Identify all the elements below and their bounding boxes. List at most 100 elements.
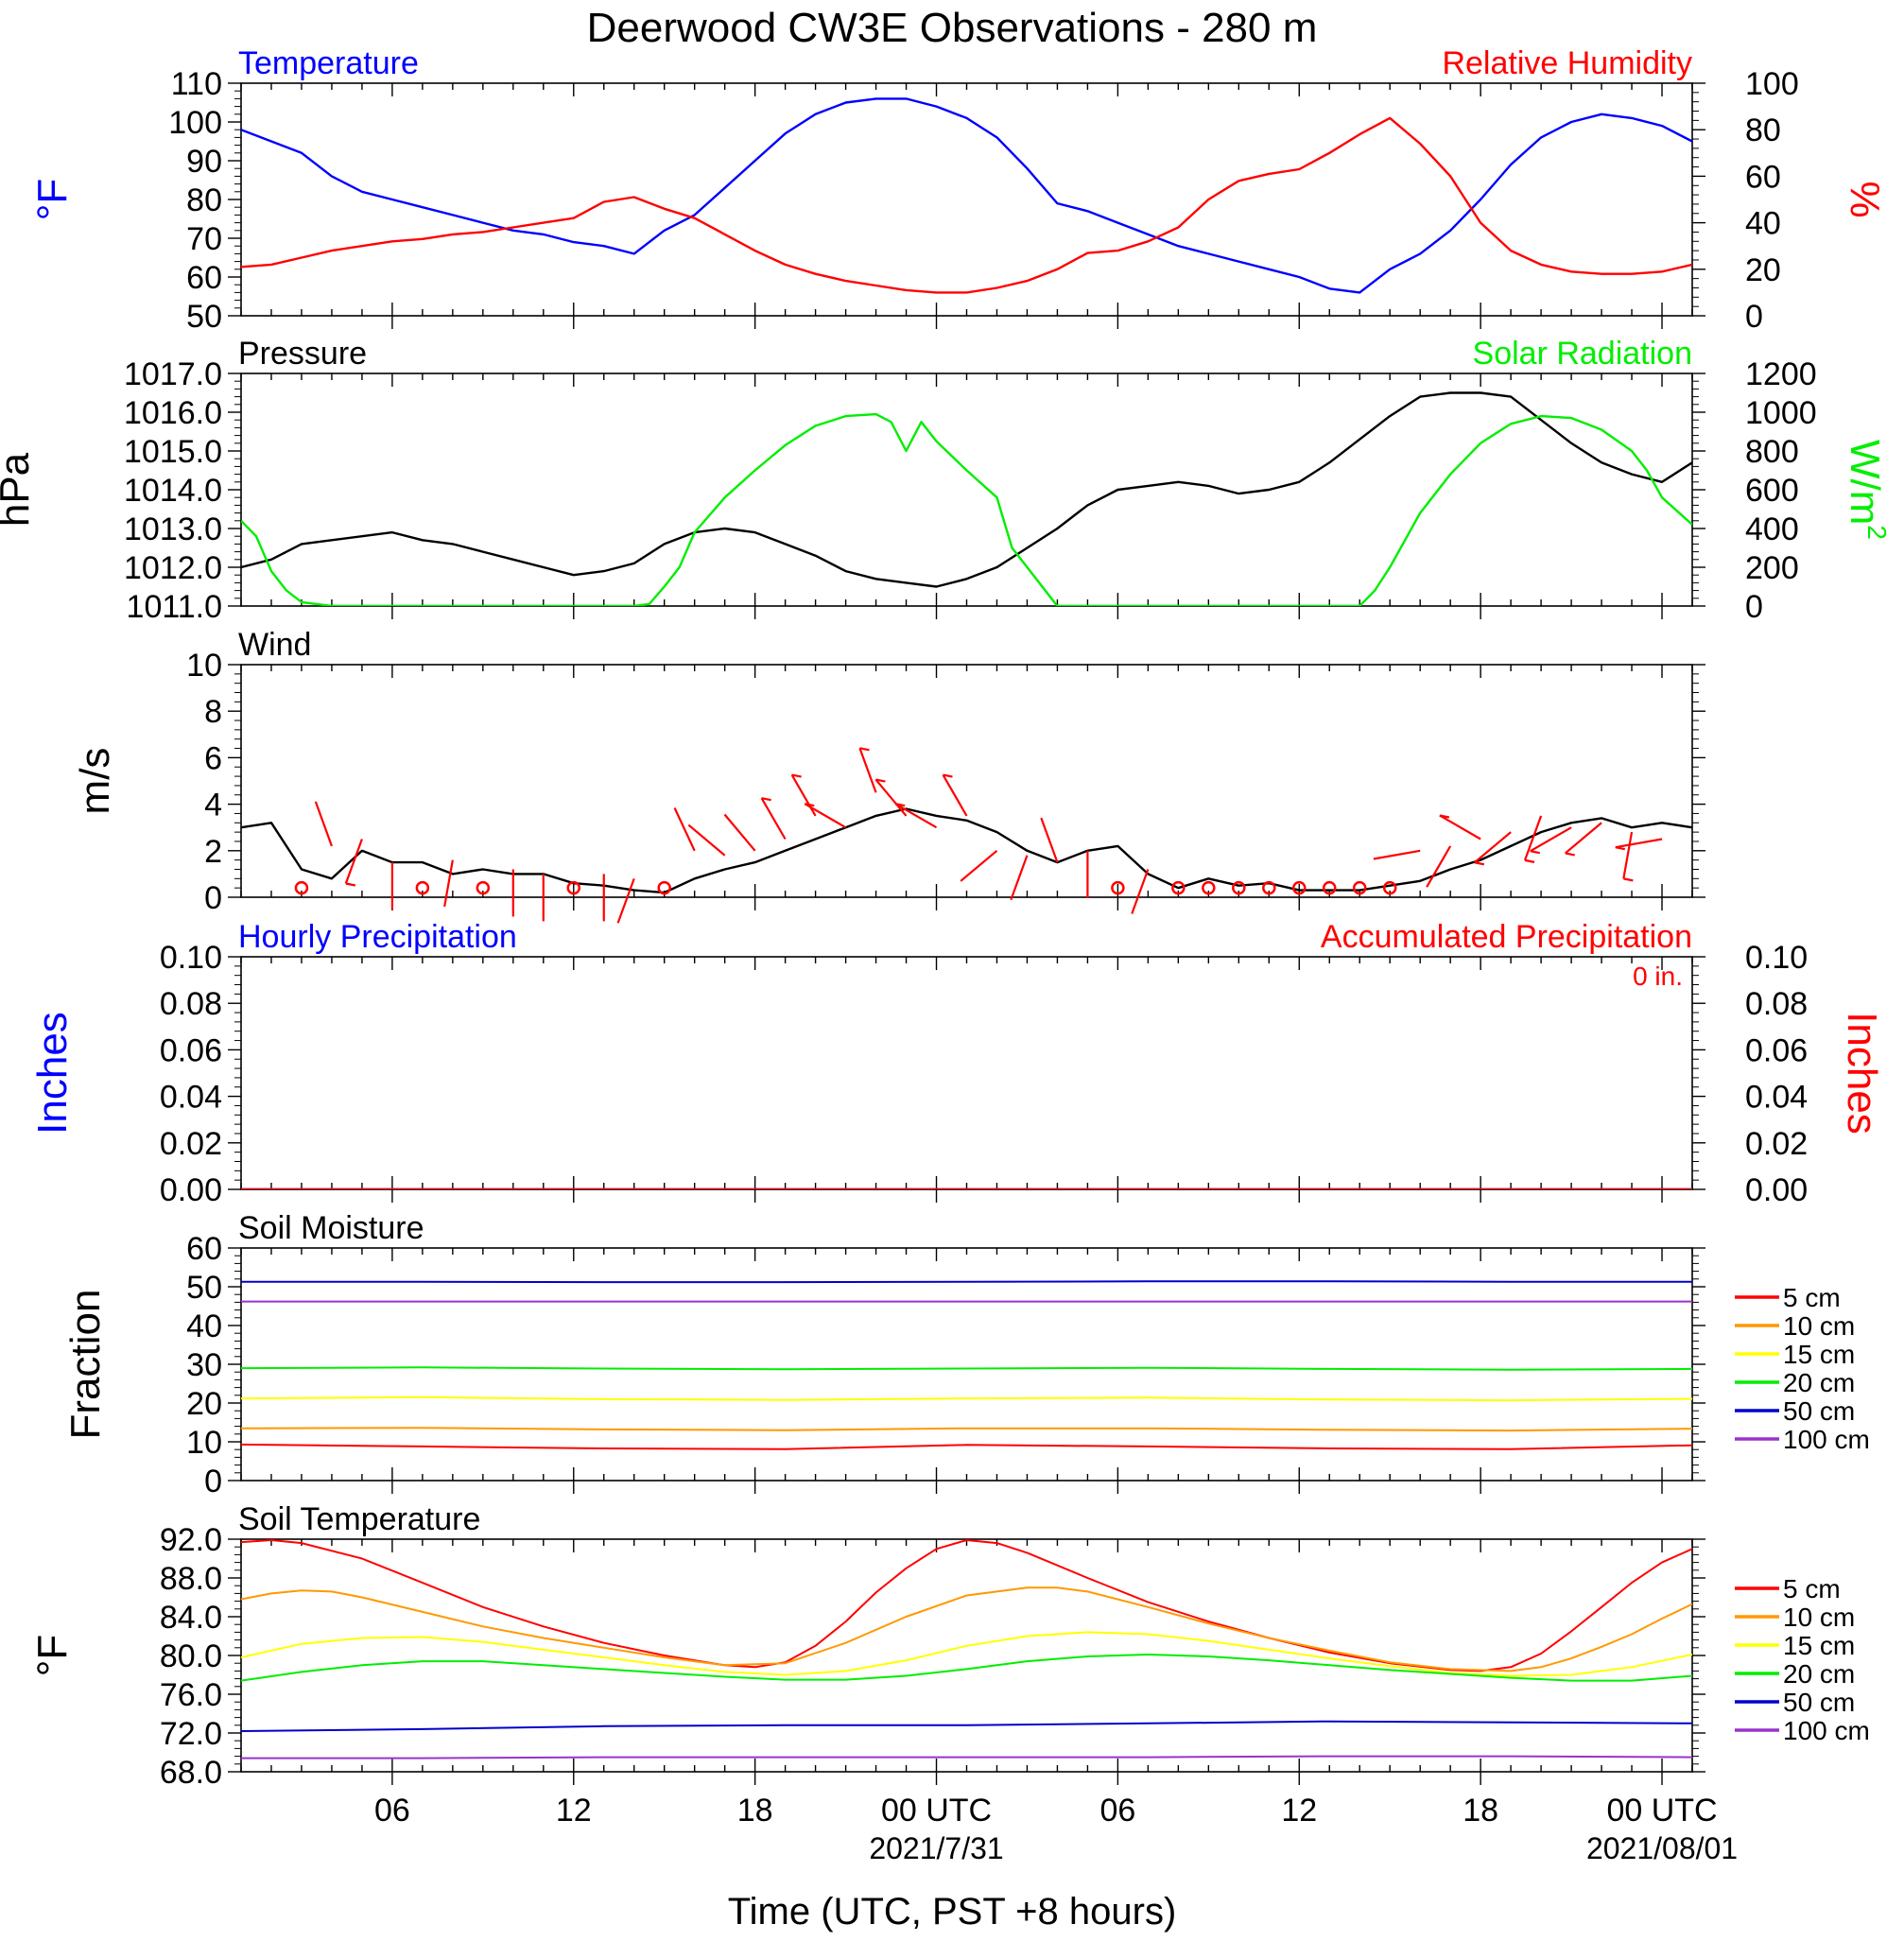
soil_moisture-left-tick-label: 0 (204, 1464, 222, 1499)
wind-barb-flag (791, 773, 802, 778)
soil_temp-legend-label: 50 cm (1783, 1688, 1855, 1717)
wind-barb (858, 747, 877, 793)
wind-barb (723, 813, 756, 852)
pressure_solar-left-tick-label: 1013.0 (124, 511, 222, 547)
pressure_solar-right-tick-label: 400 (1745, 511, 1799, 547)
soil_moisture-left-tick-label: 30 (186, 1347, 222, 1383)
wind-left-tick-label: 2 (204, 834, 222, 870)
calm-wind-marker (415, 880, 430, 895)
temp_rh-right-tick-label: 60 (1745, 159, 1781, 195)
soil_moisture-series-20-cm (241, 1366, 1692, 1371)
soil_moisture-left-title: Soil Moisture (238, 1210, 424, 1246)
wind-barb-flag (1474, 861, 1485, 866)
wind-barb (1010, 855, 1029, 901)
soil_temp-left-unit: °F (29, 1635, 76, 1676)
wind-barb (790, 774, 817, 817)
x-tick-label: 18 (1463, 1793, 1498, 1828)
precip-left-tick-label: 0.08 (160, 986, 222, 1022)
wind-left-tick-label: 10 (186, 648, 222, 684)
calm-wind-marker (657, 880, 671, 895)
panel-soil-temp: 68.072.076.080.084.088.092.0 Soil Tempera… (29, 1501, 1870, 1791)
pressure_solar-right-unit: W/m2 (1842, 440, 1892, 540)
pressure_solar-frame (240, 373, 1693, 607)
soil_temp-left-tick-label: 92.0 (160, 1522, 222, 1558)
x-tick-label: 12 (556, 1793, 592, 1828)
pressure_solar-right-unit-text: W/m (1842, 440, 1888, 525)
wind-barb (1474, 831, 1512, 864)
soil_moisture-series-5-cm (241, 1443, 1692, 1450)
pressure_solar-left-tick-label: 1017.0 (124, 356, 222, 392)
wind-left-unit: m/s (72, 748, 118, 815)
wind-barb (1426, 845, 1452, 888)
wind-barb (314, 801, 333, 847)
x-tick-label: 00 UTC (881, 1793, 992, 1828)
soil_moisture-series-10-cm (241, 1427, 1692, 1432)
precip-left-tick-label: 0.00 (160, 1172, 222, 1208)
temp_rh-series-temperature (241, 97, 1692, 294)
accumulated-precip-total: 0 in. (1633, 962, 1683, 991)
x-tick-date: 2021/7/31 (869, 1831, 1003, 1865)
pressure_solar-right-title: Solar Radiation (1473, 336, 1692, 372)
x-tick-label: 00 UTC (1606, 1793, 1717, 1828)
wind-barb (1615, 838, 1663, 849)
pressure_solar-right-tick-label: 200 (1745, 550, 1799, 586)
calm-wind-marker (476, 880, 491, 895)
wind-barb-flag (345, 882, 356, 887)
wind-barb (1373, 849, 1421, 860)
wind-barb-flag (943, 773, 953, 778)
soil_moisture-legend-label: 10 cm (1783, 1311, 1855, 1341)
soil_temp-legend-label: 5 cm (1783, 1574, 1841, 1603)
wind-barb-flag (1530, 850, 1540, 855)
wind-barb-flag (805, 803, 815, 807)
wind-barb (1523, 815, 1543, 861)
soil_moisture-legend-label: 20 cm (1783, 1368, 1855, 1397)
wind-barb-flag (1524, 858, 1535, 863)
soil_temp-series-20-cm (241, 1654, 1692, 1682)
wind-barb (760, 797, 787, 841)
soil_moisture-left-tick-label: 20 (186, 1386, 222, 1422)
precip-left-title: Hourly Precipitation (238, 919, 517, 955)
calm-wind-marker (1262, 880, 1276, 895)
soil_temp-series-10-cm (241, 1586, 1692, 1672)
temp_rh-left-tick-label: 70 (186, 221, 222, 257)
wind-barb (673, 807, 696, 852)
soil_temp-left-tick-label: 84.0 (160, 1600, 222, 1636)
soil_temp-series-50-cm (241, 1720, 1692, 1732)
pressure_solar-right-unit-sup: 2 (1862, 525, 1892, 540)
temp_rh-left-title: Temperature (238, 45, 419, 81)
calm-wind-marker (294, 880, 309, 895)
precip-right-tick-label: 0.02 (1745, 1126, 1808, 1162)
panel-wind: 0 2 4 6 8 10 Wind m/s (72, 627, 1705, 924)
soil_moisture-data (241, 1280, 1692, 1450)
wind-barb-flag (761, 797, 771, 802)
wind-left-tick-label: 8 (204, 694, 222, 730)
soil_temp-left-tick-label: 88.0 (160, 1561, 222, 1597)
precip-left-tick-label: 0.04 (160, 1080, 222, 1116)
temp_rh-series-relative-humidity (241, 116, 1692, 294)
wind-barb (960, 849, 998, 882)
wind-barb (1565, 822, 1602, 855)
soil_temp-legend-label: 10 cm (1783, 1603, 1855, 1632)
soil_moisture-legend-label: 5 cm (1783, 1283, 1841, 1312)
wind-barb-flag (895, 803, 906, 807)
wind-barb-flag (1565, 852, 1575, 857)
x-tick-label: 06 (1099, 1793, 1135, 1828)
pressure_solar-left-tick-label: 1016.0 (124, 395, 222, 431)
wind-barb-flag (1623, 877, 1634, 882)
pressure_solar-left-tick-label: 1014.0 (124, 473, 222, 509)
wind-barb (1131, 869, 1150, 914)
pressure_solar-right-tick-label: 1200 (1745, 356, 1817, 392)
temp_rh-left-tick-label: 110 (171, 66, 222, 102)
pressure_solar-series-solar-radiation (241, 412, 1692, 606)
wind-barb (1530, 826, 1572, 853)
soil_moisture-series-50-cm (241, 1280, 1692, 1284)
wind-barb-flag (859, 747, 870, 752)
temp_rh-left-tick-label: 50 (186, 299, 222, 335)
pressure_solar-right-tick-label: 600 (1745, 473, 1799, 509)
chart-title: Deerwood CW3E Observations - 280 m (587, 5, 1318, 51)
pressure_solar-left-tick-label: 1012.0 (124, 550, 222, 586)
calm-wind-marker (566, 880, 581, 895)
